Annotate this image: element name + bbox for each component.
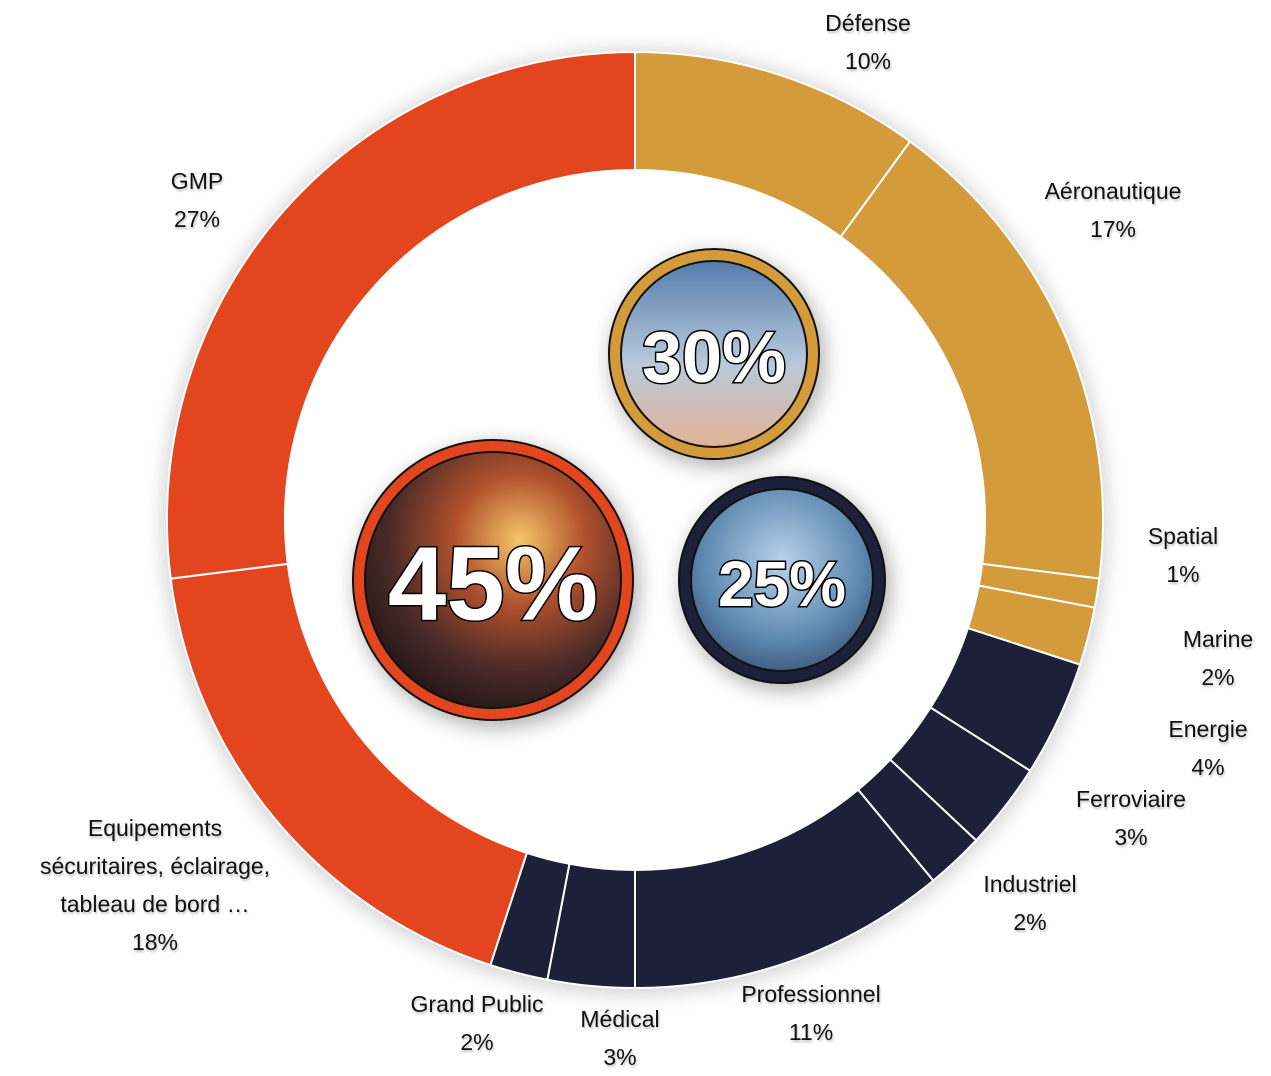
category-label: Industriel <box>983 871 1077 897</box>
segment-label: Défense 10% <box>825 4 911 80</box>
group-badge-inner-rim <box>690 488 874 672</box>
value-label: 2% <box>1013 909 1047 935</box>
segment-label: Professionnel 11% <box>741 975 880 1051</box>
segment-label: Industriel 2% <box>983 865 1076 941</box>
category-label: GMP <box>170 168 224 194</box>
group-badge-rim <box>352 439 634 721</box>
segment-label: Marine 2% <box>1183 620 1253 696</box>
group-badge-rim <box>678 476 886 684</box>
segment-label: Energie 4% <box>1168 710 1247 786</box>
group-badge-inner-rim <box>364 451 622 709</box>
group-label: 25% <box>718 548 846 620</box>
donut-segment <box>166 50 636 580</box>
segment-label: Ferroviaire 3% <box>1076 780 1186 856</box>
value-label: 4% <box>1191 754 1225 780</box>
segment-label: Equipements sécuritaires, éclairage, tab… <box>40 809 270 961</box>
category-label: Défense <box>825 10 911 36</box>
category-label: Professionnel <box>741 981 881 1007</box>
category-label: Aéronautique <box>1044 178 1182 204</box>
group-label: 45% <box>388 526 598 643</box>
category-label: Equipements sécuritaires, éclairage, tab… <box>39 815 271 917</box>
value-label: 18% <box>131 929 179 955</box>
value-label: 3% <box>1114 824 1148 850</box>
segment-label: Médical 3% <box>580 1000 659 1076</box>
group-badge <box>353 440 633 720</box>
value-label: 1% <box>1166 561 1200 587</box>
category-label: Spatial <box>1147 523 1219 549</box>
segment-label: Aéronautique 17% <box>1045 172 1182 248</box>
group-badge <box>609 249 819 459</box>
value-label: 11% <box>788 1019 834 1045</box>
value-label: 2% <box>460 1029 494 1055</box>
value-label: 27% <box>173 206 221 232</box>
segment-label: Spatial 1% <box>1148 517 1218 593</box>
value-label: 10% <box>844 48 892 74</box>
group-badge-inner-rim <box>620 260 808 448</box>
group-badge <box>679 477 885 683</box>
category-label: Médical <box>580 1006 660 1032</box>
category-label: Grand Public <box>410 991 544 1017</box>
category-label: Energie <box>1168 716 1248 742</box>
category-label: Marine <box>1182 626 1254 652</box>
value-label: 2% <box>1201 664 1235 690</box>
group-badge-rim <box>608 248 820 460</box>
group-label: 30% <box>642 318 786 398</box>
segment-label: GMP 27% <box>171 162 223 238</box>
value-label: 17% <box>1089 216 1137 242</box>
value-label: 3% <box>603 1044 637 1070</box>
category-label: Ferroviaire <box>1076 786 1186 812</box>
segment-label: Grand Public 2% <box>411 985 544 1061</box>
